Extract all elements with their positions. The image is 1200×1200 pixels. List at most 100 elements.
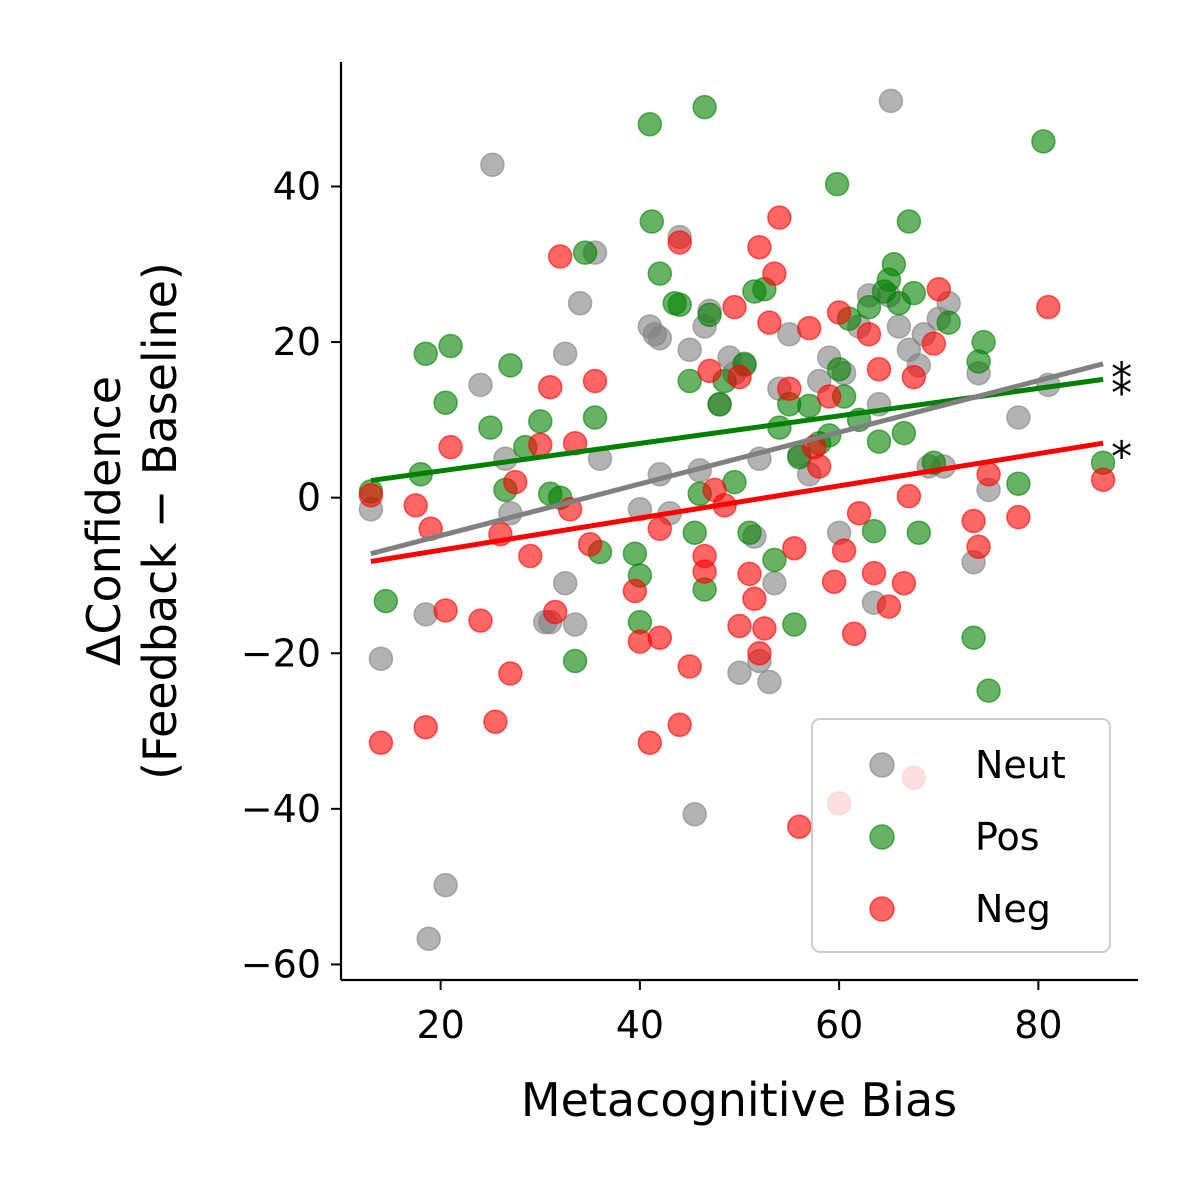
legend-frame <box>811 718 1111 953</box>
point-neut <box>677 337 702 363</box>
y-tick-label: 0 <box>297 476 321 520</box>
point-pos <box>438 333 463 359</box>
point-pos <box>373 588 399 614</box>
point-neg <box>782 535 807 561</box>
point-neut <box>762 570 787 596</box>
point-neg <box>697 358 722 384</box>
point-neg <box>926 276 952 302</box>
point-neg <box>831 538 857 563</box>
point-pos <box>562 648 588 674</box>
point-neg <box>438 434 463 460</box>
point-neg <box>498 661 523 686</box>
point-neut <box>878 88 904 114</box>
point-pos <box>478 415 503 440</box>
point-neut <box>433 872 458 898</box>
point-pos <box>881 252 907 277</box>
point-pos <box>896 209 922 234</box>
x-tick-label: 60 <box>815 1003 863 1047</box>
point-neg <box>1036 294 1061 320</box>
point-neg <box>433 598 458 623</box>
point-pos <box>667 292 692 317</box>
point-neut <box>480 152 505 177</box>
point-neg <box>747 234 772 260</box>
x-tick-label: 20 <box>416 1003 464 1047</box>
point-pos <box>782 612 807 637</box>
point-neg <box>627 629 653 654</box>
point-neg <box>647 516 673 542</box>
point-pos <box>737 520 762 545</box>
point-neg <box>647 625 673 650</box>
point-neut <box>562 612 588 637</box>
point-neg <box>856 322 882 347</box>
point-pos <box>682 520 707 545</box>
point-neut <box>416 926 441 952</box>
legend-label-neg: Neg <box>975 887 1051 931</box>
point-neg <box>503 469 528 495</box>
significance-pos: * <box>1111 368 1132 417</box>
point-pos <box>692 94 717 120</box>
point-neut <box>552 341 578 366</box>
point-neg <box>806 454 832 479</box>
y-axis-label: ΔConfidence (Feedback − Baseline) <box>77 262 187 780</box>
point-neg <box>413 714 438 740</box>
legend-label-pos: Pos <box>975 815 1040 859</box>
point-neut <box>647 325 673 351</box>
point-neg <box>826 300 852 325</box>
y-tick-label: 20 <box>273 320 321 364</box>
y-ticks: −60 −40 −20 0 20 40 <box>241 164 341 986</box>
point-neut <box>413 602 438 627</box>
point-pos <box>498 353 523 378</box>
point-neg <box>537 374 563 400</box>
point-pos <box>891 420 917 446</box>
significance-markers: *** <box>1111 353 1132 481</box>
point-pos <box>866 429 892 454</box>
point-neg <box>622 578 648 604</box>
point-neg <box>976 462 1001 487</box>
point-neg <box>796 315 822 341</box>
y-axis-label-line2: (Feedback − Baseline) <box>133 262 187 780</box>
point-pos <box>971 329 996 355</box>
point-neg <box>727 364 752 390</box>
point-pos <box>824 171 850 197</box>
y-tick-label: 40 <box>273 164 321 208</box>
point-neg <box>692 543 717 569</box>
point-pos <box>762 547 787 573</box>
point-pos <box>856 294 882 320</box>
point-pos <box>637 111 663 137</box>
point-neg <box>816 384 842 409</box>
point-neg <box>866 357 892 382</box>
point-pos <box>433 390 458 415</box>
points-layer <box>358 88 1116 952</box>
point-neg <box>667 712 692 738</box>
point-pos <box>647 261 673 286</box>
point-pos <box>1031 129 1056 154</box>
legend-marker-pos <box>869 824 895 850</box>
point-pos <box>677 368 702 394</box>
y-tick-label: −20 <box>241 631 321 675</box>
point-neg <box>1006 504 1031 530</box>
point-neg <box>483 709 508 734</box>
x-tick-label: 80 <box>1014 1003 1062 1047</box>
legend: Neut Pos Neg <box>811 718 1111 953</box>
point-pos <box>976 678 1001 703</box>
point-neg <box>737 561 762 587</box>
significance-neg: * <box>1111 432 1132 481</box>
point-neg <box>876 594 902 619</box>
point-pos <box>697 302 722 328</box>
point-neut <box>567 290 593 316</box>
point-neg <box>742 586 767 612</box>
point-neg <box>961 508 986 534</box>
legend-items: Neut Pos Neg <box>869 743 1066 931</box>
point-neut <box>886 314 912 339</box>
point-pos <box>413 341 438 366</box>
point-neut <box>682 802 707 827</box>
point-neg <box>757 310 782 335</box>
fit-lines <box>370 361 1104 564</box>
point-neg <box>777 376 802 401</box>
point-pos <box>528 409 553 434</box>
point-pos <box>582 405 608 430</box>
y-tick-label: −60 <box>241 942 321 986</box>
point-neg <box>821 569 847 594</box>
point-neg <box>752 616 777 641</box>
